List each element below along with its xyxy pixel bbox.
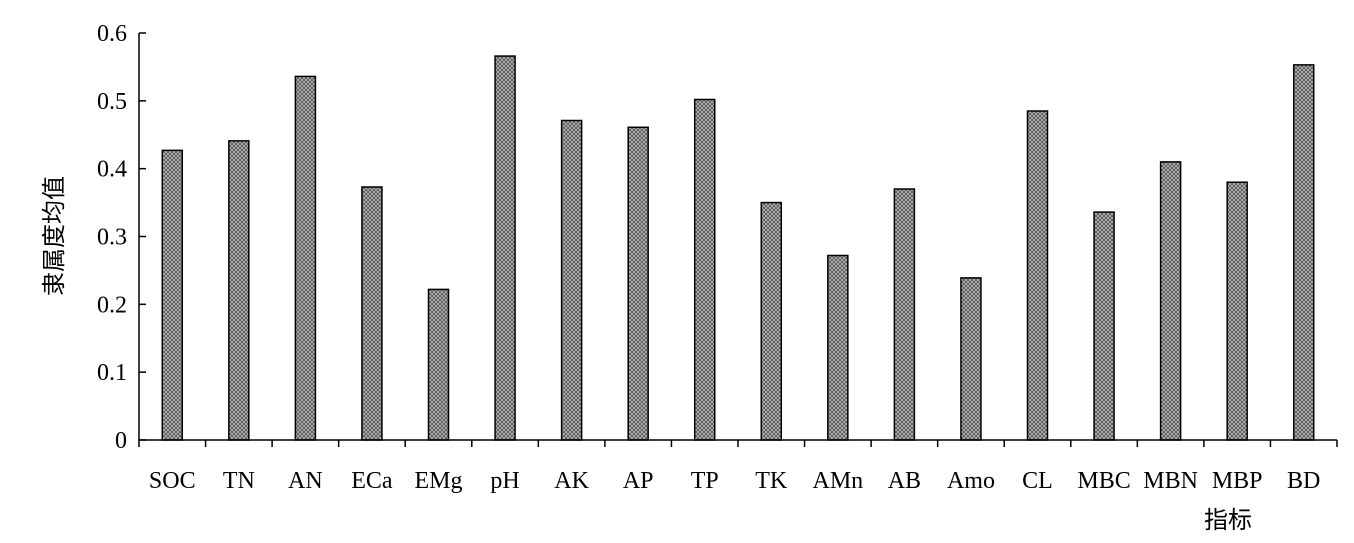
bar-an: [294, 75, 317, 441]
bar-amo: [960, 277, 982, 441]
x-tick-label: pH: [490, 468, 519, 494]
y-tick-label: 0.4: [97, 157, 127, 183]
bar-mbn: [1159, 161, 1182, 441]
bar-ap: [627, 126, 649, 441]
x-axis-ticks: SOC TN AN ECa EMg pH AK AP TP TK AMn AB Amo CL MBC MBN M…: [138, 440, 1338, 494]
y-tick-label: 0.2: [97, 292, 127, 318]
bar-ak: [560, 119, 583, 441]
y-tick-label: 0.1: [97, 360, 127, 386]
x-tick-label: BD: [1287, 468, 1320, 494]
bar-bd: [1292, 64, 1315, 441]
x-tick-label: AN: [288, 468, 323, 494]
y-axis-title: 隶属度均值: [40, 176, 68, 296]
x-tick-label: AP: [623, 468, 654, 494]
x-tick-label: TN: [223, 468, 255, 494]
y-tick-label: 0.6: [97, 21, 127, 47]
x-tick-label: CL: [1022, 468, 1053, 494]
x-tick-label: SOC: [149, 468, 196, 494]
bar-soc: [161, 149, 184, 441]
y-tick-label: 0.5: [97, 89, 127, 115]
x-tick-label: MBN: [1143, 468, 1198, 494]
bar-tn: [228, 140, 250, 441]
x-tick-label: AMn: [812, 468, 863, 494]
bar-eca: [361, 186, 383, 441]
y-tick-label: 0: [115, 428, 127, 454]
x-tick-label: AK: [554, 468, 589, 494]
bar-ph: [494, 55, 516, 441]
bar-ab: [893, 188, 916, 441]
y-axis-ticks: 0 0.1 0.2 0.3 0.4 0.5 0.6: [97, 21, 146, 454]
bar-tk: [760, 201, 783, 441]
bar-mbc: [1093, 211, 1115, 441]
bar-emg: [427, 288, 450, 441]
bars: [161, 55, 1315, 441]
x-axis-title: 指标: [1204, 506, 1252, 534]
bar-amn: [827, 254, 849, 441]
bar-cl: [1026, 110, 1049, 441]
x-tick-label: EMg: [415, 468, 463, 494]
y-tick-label: 0.3: [97, 225, 127, 251]
x-tick-label: Amo: [947, 468, 995, 494]
bar-tp: [693, 98, 716, 441]
x-tick-label: ECa: [351, 468, 393, 494]
x-tick-label: MBC: [1077, 468, 1130, 494]
bar-mbp: [1226, 181, 1248, 441]
x-tick-label: AB: [888, 468, 921, 494]
x-tick-label: TP: [691, 468, 719, 494]
x-tick-label: MBP: [1212, 468, 1263, 494]
x-tick-label: TK: [755, 468, 788, 494]
